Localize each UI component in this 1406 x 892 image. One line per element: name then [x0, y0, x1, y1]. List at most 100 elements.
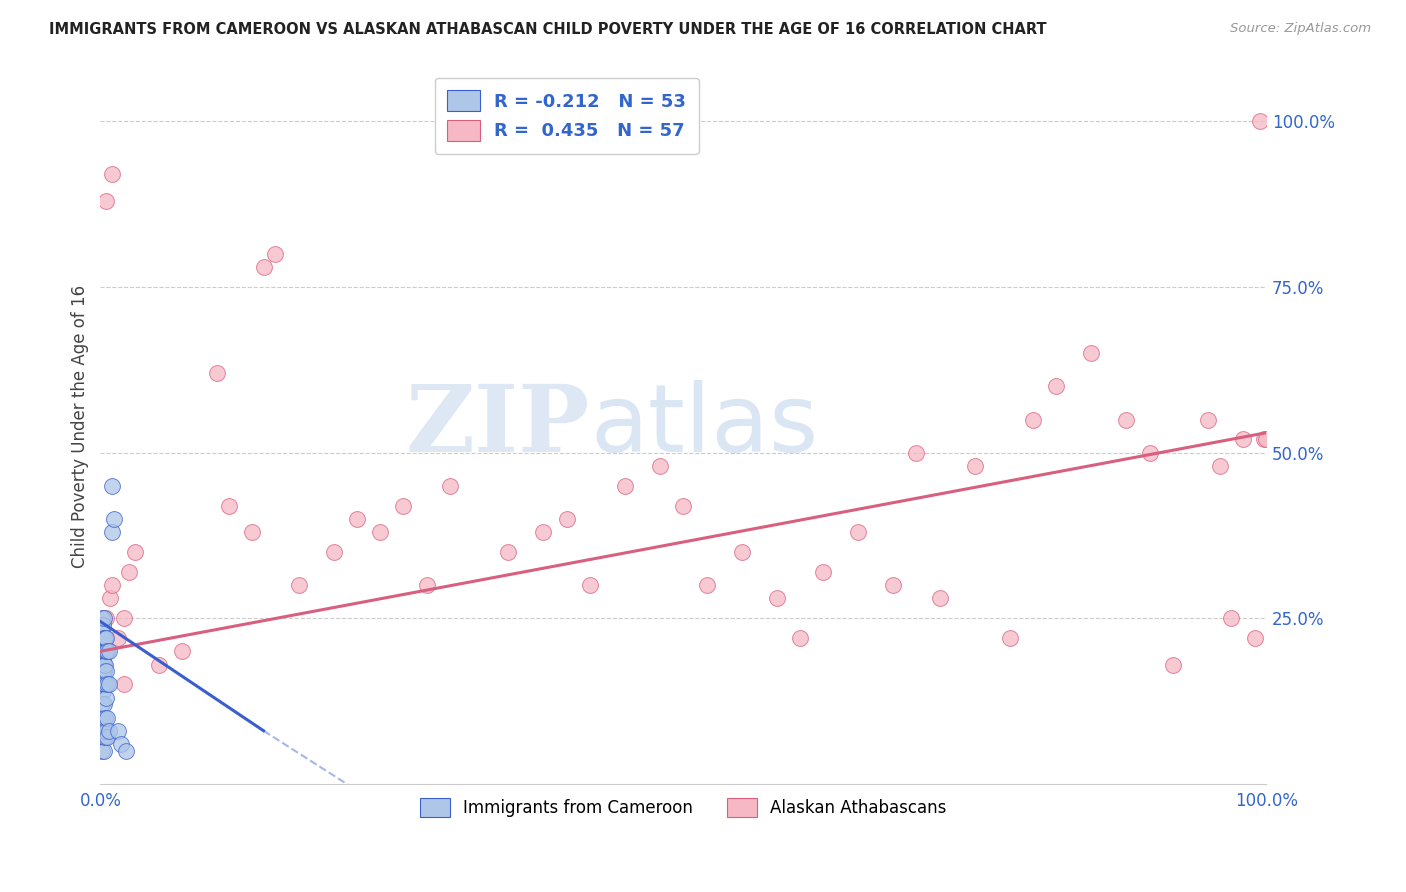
Point	[1080, 346, 1102, 360]
Point	[1045, 379, 1067, 393]
Point	[118, 565, 141, 579]
Point	[614, 479, 637, 493]
Point	[93, 677, 115, 691]
Point	[90, 631, 112, 645]
Point	[94, 710, 117, 724]
Point	[93, 744, 115, 758]
Text: Source: ZipAtlas.com: Source: ZipAtlas.com	[1230, 22, 1371, 36]
Point	[97, 677, 120, 691]
Point	[96, 194, 118, 208]
Point	[96, 677, 118, 691]
Point	[124, 545, 146, 559]
Point	[1220, 611, 1243, 625]
Point	[218, 499, 240, 513]
Point	[1249, 114, 1271, 128]
Point	[91, 717, 114, 731]
Point	[91, 671, 114, 685]
Point	[90, 611, 112, 625]
Point	[90, 624, 112, 639]
Point	[97, 644, 120, 658]
Point	[205, 366, 228, 380]
Point	[252, 260, 274, 275]
Point	[579, 578, 602, 592]
Point	[730, 545, 752, 559]
Point	[101, 578, 124, 592]
Point	[1208, 458, 1230, 473]
Point	[94, 631, 117, 645]
Point	[287, 578, 309, 592]
Point	[107, 723, 129, 738]
Point	[112, 611, 135, 625]
Point	[93, 664, 115, 678]
Point	[765, 591, 787, 606]
Point	[1253, 433, 1275, 447]
Point	[1139, 445, 1161, 459]
Point	[91, 617, 114, 632]
Point	[98, 591, 121, 606]
Point	[240, 525, 263, 540]
Point	[1022, 412, 1045, 426]
Text: IMMIGRANTS FROM CAMEROON VS ALASKAN ATHABASCAN CHILD POVERTY UNDER THE AGE OF 16: IMMIGRANTS FROM CAMEROON VS ALASKAN ATHA…	[49, 22, 1047, 37]
Point	[93, 611, 115, 625]
Point	[96, 731, 118, 745]
Point	[1161, 657, 1184, 672]
Point	[96, 723, 118, 738]
Point	[789, 631, 811, 645]
Point	[811, 565, 834, 579]
Point	[90, 657, 112, 672]
Point	[672, 499, 695, 513]
Point	[93, 631, 115, 645]
Point	[115, 744, 138, 758]
Point	[392, 499, 415, 513]
Point	[90, 698, 112, 712]
Point	[416, 578, 439, 592]
Point	[531, 525, 554, 540]
Point	[963, 458, 986, 473]
Point	[96, 611, 118, 625]
Point	[998, 631, 1021, 645]
Point	[101, 479, 124, 493]
Point	[93, 698, 115, 712]
Point	[648, 458, 671, 473]
Point	[96, 644, 118, 658]
Point	[368, 525, 391, 540]
Point	[97, 723, 120, 738]
Point	[696, 578, 718, 592]
Point	[322, 545, 344, 559]
Point	[94, 731, 117, 745]
Point	[91, 651, 114, 665]
Point	[91, 644, 114, 658]
Point	[91, 684, 114, 698]
Point	[93, 631, 115, 645]
Point	[90, 744, 112, 758]
Point	[928, 591, 950, 606]
Point	[91, 631, 114, 645]
Text: atlas: atlas	[591, 380, 818, 472]
Point	[346, 512, 368, 526]
Point	[1115, 412, 1137, 426]
Point	[90, 677, 112, 691]
Point	[90, 710, 112, 724]
Point	[1243, 631, 1265, 645]
Point	[498, 545, 520, 559]
Point	[96, 664, 118, 678]
Point	[91, 731, 114, 745]
Point	[170, 644, 193, 658]
Point	[96, 710, 118, 724]
Point	[107, 631, 129, 645]
Point	[148, 657, 170, 672]
Point	[90, 723, 112, 738]
Point	[264, 247, 287, 261]
Point	[93, 644, 115, 658]
Point	[103, 512, 125, 526]
Point	[94, 677, 117, 691]
Point	[1232, 433, 1254, 447]
Legend: Immigrants from Cameroon, Alaskan Athabascans: Immigrants from Cameroon, Alaskan Athaba…	[412, 789, 955, 825]
Point	[846, 525, 869, 540]
Y-axis label: Child Poverty Under the Age of 16: Child Poverty Under the Age of 16	[72, 285, 89, 567]
Point	[90, 644, 112, 658]
Point	[882, 578, 904, 592]
Point	[94, 644, 117, 658]
Point	[93, 723, 115, 738]
Point	[905, 445, 928, 459]
